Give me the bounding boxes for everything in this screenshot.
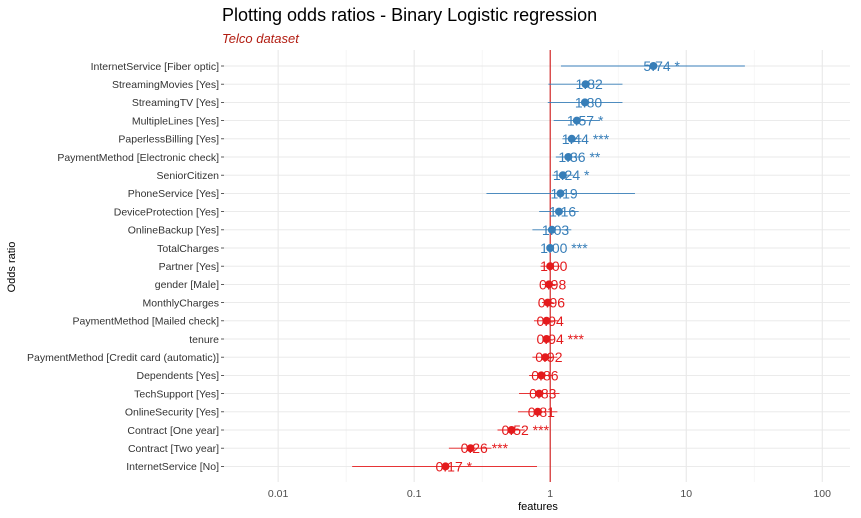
value-label: 0.92 — [535, 349, 562, 365]
y-tick-label: OnlineBackup [Yes] — [128, 225, 219, 237]
y-tick-label: TechSupport [Yes] — [134, 388, 219, 400]
estimate-point — [558, 171, 567, 180]
y-tick-label: PaymentMethod [Credit card (automatic)] — [27, 352, 219, 364]
estimate-point — [441, 462, 450, 471]
value-label: 0.17 * — [436, 458, 473, 474]
estimate-point — [547, 225, 556, 234]
estimate-point — [542, 335, 551, 343]
value-label: 1.19 — [550, 185, 577, 201]
value-label: 1.82 — [576, 76, 603, 92]
value-labels: 5.74 * 1.82 1.80 1.57 * 1.44 *** 1.36 ** 1.24 … — [436, 58, 681, 474]
value-label: 1.24 * — [553, 167, 590, 183]
y-tick-label: PhoneService [Yes] — [128, 188, 219, 200]
estimate-point — [567, 134, 576, 143]
value-label: 0.96 — [538, 295, 565, 311]
x-tick-label: 10 — [680, 488, 692, 500]
value-label: 1.00 *** — [540, 240, 588, 256]
y-tick-labels: InternetService [Fiber optic] StreamingMo… — [27, 61, 224, 473]
value-label: 0.26 *** — [461, 440, 509, 456]
y-tick-label: PaymentMethod [Mailed check] — [73, 316, 220, 328]
estimate-point — [581, 80, 590, 89]
value-label: 0.94 *** — [537, 331, 585, 347]
x-tick-labels: 0.01 0.1 1 10 100 — [268, 488, 831, 500]
value-label: 0.86 — [531, 367, 558, 383]
value-label: 0.83 — [529, 386, 556, 402]
y-tick-label: OnlineSecurity [Yes] — [125, 407, 219, 419]
y-tick-label: Contract [Two year] — [128, 443, 219, 455]
estimate-point — [580, 98, 589, 107]
estimate-point — [564, 153, 573, 161]
estimate-point — [507, 426, 516, 434]
estimate-point — [546, 244, 555, 252]
chart-title: Plotting odds ratios - Binary Logistic r… — [222, 5, 598, 25]
y-tick-label: MultipleLines [Yes] — [132, 115, 219, 127]
value-label: 1.16 — [549, 204, 576, 220]
x-axis-title: features — [518, 501, 558, 513]
y-tick-label: tenure — [189, 334, 219, 346]
value-label: 5.74 * — [643, 58, 680, 74]
y-tick-label: PaperlessBilling [Yes] — [118, 134, 219, 146]
estimate-point — [572, 116, 581, 125]
estimate-point — [535, 389, 544, 398]
estimate-point — [466, 444, 475, 453]
value-label: 0.98 — [539, 276, 566, 292]
estimate-point — [541, 353, 550, 362]
x-tick-label: 100 — [813, 488, 831, 500]
y-tick-label: Contract [One year] — [127, 425, 219, 437]
value-label: 1.57 * — [567, 113, 604, 129]
estimate-points — [441, 62, 658, 471]
y-tick-label: SeniorCitizen — [157, 170, 220, 182]
estimate-point — [649, 62, 658, 70]
value-label: 1.00 — [540, 258, 567, 274]
chart-subtitle: Telco dataset — [222, 31, 299, 46]
value-label: 1.03 — [542, 222, 569, 238]
estimate-point — [544, 280, 553, 289]
y-tick-label: InternetService [No] — [126, 461, 219, 473]
estimate-point — [537, 371, 546, 380]
y-axis-title: Odds ratio — [6, 242, 18, 293]
value-label: 0.94 — [537, 313, 564, 329]
value-label: 0.81 — [528, 404, 555, 420]
x-tick-label: 0.01 — [268, 488, 289, 500]
y-tick-label: MonthlyCharges — [143, 297, 219, 309]
y-tick-label: Dependents [Yes] — [136, 370, 219, 382]
y-tick-label: Partner [Yes] — [159, 261, 219, 273]
estimate-point — [542, 316, 551, 325]
y-tick-label: StreamingMovies [Yes] — [112, 79, 219, 91]
value-label: 0.52 *** — [502, 422, 550, 438]
value-label: 1.44 *** — [562, 131, 610, 147]
y-tick-label: gender [Male] — [155, 279, 219, 291]
y-tick-label: TotalCharges — [157, 243, 219, 255]
y-tick-label: PaymentMethod [Electronic check] — [57, 152, 219, 164]
value-label: 1.80 — [575, 94, 602, 110]
estimate-point — [533, 407, 542, 416]
estimate-point — [543, 298, 552, 307]
y-tick-label: DeviceProtection [Yes] — [114, 206, 219, 218]
x-tick-label: 1 — [547, 488, 553, 500]
y-tick-label: StreamingTV [Yes] — [132, 97, 219, 109]
estimate-point — [554, 207, 563, 216]
value-label: 1.36 ** — [558, 149, 601, 165]
estimate-point — [546, 262, 555, 271]
y-tick-label: InternetService [Fiber optic] — [91, 61, 219, 73]
x-tick-label: 0.1 — [407, 488, 422, 500]
estimate-point — [556, 189, 565, 198]
